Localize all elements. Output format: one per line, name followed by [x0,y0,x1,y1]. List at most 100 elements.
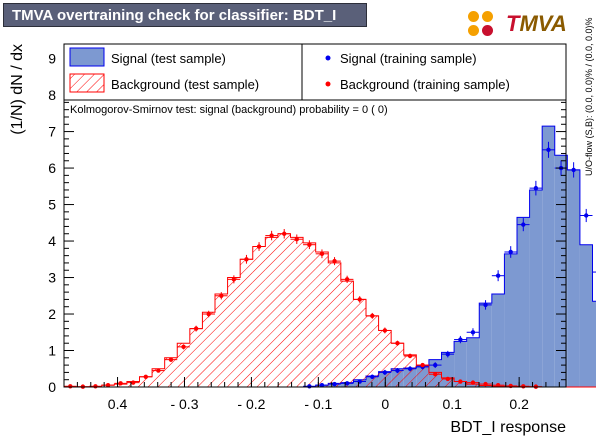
legend-swatch-signal-test [70,48,104,66]
background-train-point [471,380,475,384]
background-test-bar [240,259,253,387]
background-train-point [144,375,148,379]
background-train-point [483,382,487,386]
background-train-point [282,232,286,236]
y-tick-label: 7 [48,124,56,140]
background-train-point [395,341,399,345]
background-train-point [408,354,412,358]
background-test-bar [190,329,203,387]
signal-train-point [496,274,500,278]
background-test-bar [328,263,341,387]
legend-swatch-background-test [70,74,104,92]
background-test-bar [316,252,329,387]
signal-train-point [370,375,374,379]
ks-test-text: Kolmogorov-Smirnov test: signal (backgro… [70,104,388,116]
legend: Signal (test sample) Background (test sam… [64,44,566,100]
background-train-point [244,257,248,261]
background-test-bar [291,237,304,387]
background-train-point [194,326,198,330]
background-test-bar [177,343,190,387]
tmva-logo: TMVA [466,7,576,43]
logo-wordmark: TMVA [506,11,567,37]
y-tick-label: 9 [48,51,56,67]
background-train-point [207,312,211,316]
signal-test-bar [517,217,530,387]
background-train-point [269,233,273,237]
background-train-point [181,345,185,349]
signal-train-point [534,186,538,190]
background-train-point [169,357,173,361]
legend-marker-background-train [326,82,331,87]
signal-test-bar [567,170,580,387]
title-banner: TMVA overtraining check for classifier: … [3,3,367,27]
y-tick-label: 1 [48,343,56,359]
x-tick-label: - 0.2 [237,396,265,412]
y-tick-label: 4 [48,233,56,249]
background-train-point [232,277,236,281]
legend-marker-signal-train [326,56,331,61]
signal-train-point [571,168,575,172]
legend-label-signal-train: Signal (training sample) [340,51,477,66]
background-train-point [68,384,72,388]
background-train-point [307,242,311,246]
background-test-bar [265,237,278,387]
background-train-point [295,237,299,241]
background-train-point [420,363,424,367]
background-test-bar [303,243,316,387]
legend-label-background-test: Background (test sample) [111,77,259,92]
signal-train-point [408,367,412,371]
x-tick-label: - 0.1 [304,396,332,412]
background-train-point [345,277,349,281]
signal-train-point [383,370,387,374]
signal-test-bar [580,245,593,387]
background-test-bar [341,281,354,387]
signal-train-point [446,352,450,356]
y-tick-label: 3 [48,270,56,286]
background-test-bar [228,278,241,387]
overflow-note: U/O-flow (S,B): (0.0, 0.0)% / (0.0, 0.0)… [584,17,594,176]
x-tick-label: - 0.3 [170,396,198,412]
background-test-bar [202,312,215,387]
signal-test-bar [504,254,517,387]
y-tick-label: 5 [48,197,56,213]
background-train-point [131,380,135,384]
signal-train-point [521,222,525,226]
background-test-bar [278,234,291,387]
signal-train-point [483,303,487,307]
signal-test-bar [467,338,480,387]
signal-train-point [307,384,311,388]
background-test-bar [253,247,266,387]
signal-train-point [332,382,336,386]
background-test-bar [391,343,404,387]
background-train-point [257,244,261,248]
legend-label-background-train: Background (training sample) [340,77,510,92]
y-tick-label: 6 [48,160,56,176]
signal-train-point [395,368,399,372]
x-tick-label: 0.1 [442,396,462,412]
background-train-point [156,368,160,372]
signal-test-bar [492,294,505,387]
background-train-point [521,384,525,388]
chart-title: TMVA overtraining check for classifier: … [12,7,336,24]
background-train-point [358,297,362,301]
y-tick-label: 0 [48,379,56,395]
background-train-point [446,377,450,381]
signal-train-point [546,148,550,152]
y-tick-label: 2 [48,306,56,322]
signal-test-bar [479,303,492,387]
legend-label-signal-test: Signal (test sample) [111,51,226,66]
x-tick-label: 0.4 [108,396,128,412]
x-tick-label: 0.2 [509,396,529,412]
signal-train-point [433,363,437,367]
signal-test-bar [530,190,543,387]
background-train-point [370,314,374,318]
background-test-bar [215,294,228,387]
x-tick-label: 0 [381,396,389,412]
background-train-point [118,381,122,385]
signal-train-point [584,213,588,217]
x-axis-label: BDT_I response [450,419,566,436]
background-test-bar [353,299,366,387]
background-train-point [320,252,324,256]
histogram-layer [64,126,596,387]
